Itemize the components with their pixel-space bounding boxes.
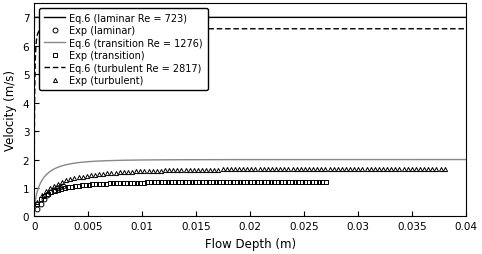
Exp (laminar) bbox=[41, 197, 47, 200]
Eq.6 (laminar Re = 723) bbox=[54, 17, 59, 20]
Eq.6 (laminar Re = 723) bbox=[31, 36, 37, 39]
Eq.6 (turbulent Re = 2817) bbox=[372, 28, 377, 31]
Exp (turbulent) bbox=[421, 168, 427, 171]
Eq.6 (turbulent Re = 2817) bbox=[451, 28, 456, 31]
Line: Eq.6 (turbulent Re = 2817): Eq.6 (turbulent Re = 2817) bbox=[34, 30, 466, 194]
Eq.6 (laminar Re = 723) bbox=[33, 17, 39, 20]
Eq.6 (transition Re = 1276) bbox=[463, 158, 469, 162]
Exp (turbulent) bbox=[442, 168, 448, 171]
Exp (transition) bbox=[82, 184, 88, 187]
Eq.6 (transition Re = 1276) bbox=[372, 158, 377, 162]
Eq.6 (turbulent Re = 2817) bbox=[451, 28, 457, 31]
Line: Eq.6 (laminar Re = 723): Eq.6 (laminar Re = 723) bbox=[34, 18, 466, 37]
Exp (turbulent) bbox=[409, 168, 415, 171]
Exp (transition) bbox=[134, 181, 140, 184]
Exp (laminar) bbox=[57, 186, 63, 189]
Eq.6 (turbulent Re = 2817) bbox=[54, 28, 59, 31]
Eq.6 (turbulent Re = 2817) bbox=[241, 28, 247, 31]
Eq.6 (turbulent Re = 2817) bbox=[230, 28, 236, 31]
X-axis label: Flow Depth (m): Flow Depth (m) bbox=[205, 237, 296, 250]
Exp (laminar) bbox=[60, 184, 66, 187]
Eq.6 (laminar Re = 723) bbox=[230, 17, 236, 20]
Eq.6 (transition Re = 1276) bbox=[230, 158, 236, 162]
Exp (laminar) bbox=[51, 189, 56, 192]
Exp (laminar) bbox=[54, 187, 60, 190]
Eq.6 (laminar Re = 723) bbox=[451, 17, 457, 20]
Exp (turbulent) bbox=[244, 168, 250, 171]
Eq.6 (laminar Re = 723) bbox=[451, 17, 456, 20]
Eq.6 (laminar Re = 723) bbox=[372, 17, 377, 20]
Exp (turbulent) bbox=[113, 171, 119, 174]
Eq.6 (transition Re = 1276) bbox=[451, 158, 456, 162]
Line: Exp (laminar): Exp (laminar) bbox=[35, 184, 66, 212]
Exp (transition) bbox=[179, 181, 185, 184]
Exp (transition) bbox=[124, 182, 130, 185]
Y-axis label: Velocity (m/s): Velocity (m/s) bbox=[4, 70, 17, 151]
Eq.6 (laminar Re = 723) bbox=[241, 17, 247, 20]
Eq.6 (turbulent Re = 2817) bbox=[302, 28, 308, 31]
Eq.6 (laminar Re = 723) bbox=[463, 17, 469, 20]
Exp (laminar) bbox=[35, 208, 40, 211]
Eq.6 (transition Re = 1276) bbox=[241, 158, 247, 162]
Exp (turbulent) bbox=[129, 170, 135, 173]
Exp (laminar) bbox=[48, 191, 54, 194]
Exp (transition) bbox=[35, 202, 40, 205]
Line: Eq.6 (transition Re = 1276): Eq.6 (transition Re = 1276) bbox=[34, 160, 466, 215]
Exp (turbulent) bbox=[35, 201, 40, 204]
Exp (transition) bbox=[323, 181, 329, 184]
Line: Exp (transition): Exp (transition) bbox=[35, 180, 328, 206]
Eq.6 (turbulent Re = 2817) bbox=[31, 193, 37, 196]
Exp (laminar) bbox=[38, 202, 43, 205]
Exp (transition) bbox=[120, 182, 126, 185]
Eq.6 (transition Re = 1276) bbox=[451, 158, 456, 162]
Exp (laminar) bbox=[44, 194, 50, 197]
Eq.6 (turbulent Re = 2817) bbox=[463, 28, 469, 31]
Line: Exp (turbulent): Exp (turbulent) bbox=[35, 167, 447, 204]
Legend: Eq.6 (laminar Re = 723), Exp (laminar), Eq.6 (transition Re = 1276), Exp (transi: Eq.6 (laminar Re = 723), Exp (laminar), … bbox=[39, 9, 208, 90]
Eq.6 (transition Re = 1276) bbox=[31, 213, 37, 216]
Eq.6 (transition Re = 1276) bbox=[54, 167, 59, 170]
Exp (transition) bbox=[306, 181, 312, 184]
Exp (turbulent) bbox=[277, 168, 283, 171]
